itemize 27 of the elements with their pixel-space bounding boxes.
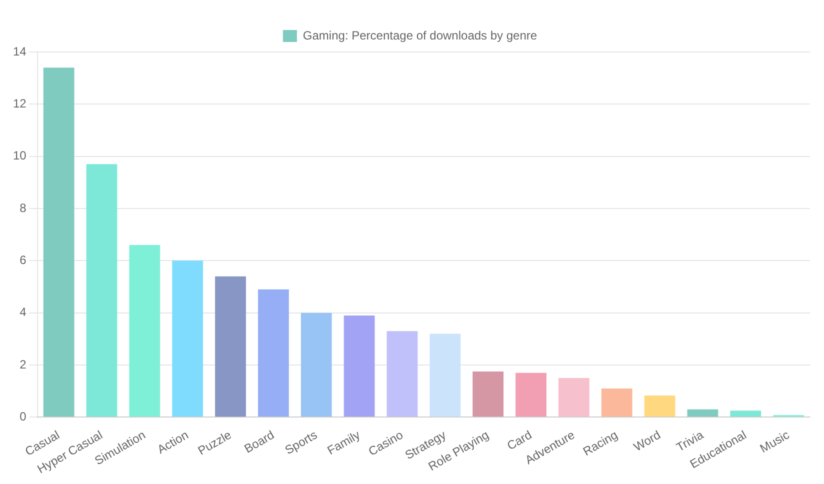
bar <box>43 68 74 417</box>
bar <box>601 388 632 417</box>
y-tick-label: 14 <box>12 44 27 58</box>
y-tick-label: 0 <box>20 409 27 424</box>
bar <box>86 164 118 417</box>
y-tick-label: 4 <box>20 305 27 320</box>
bar <box>258 289 289 417</box>
bar <box>129 245 160 417</box>
legend-label: Gaming: Percentage of downloads by genre <box>302 28 538 42</box>
bar <box>644 396 676 417</box>
bar <box>558 378 590 417</box>
bar <box>516 372 546 417</box>
y-tick-label: 2 <box>20 357 27 372</box>
bar <box>172 260 204 417</box>
y-tick-label: 8 <box>20 200 27 215</box>
bar <box>730 410 762 417</box>
bar <box>386 331 418 417</box>
bar <box>300 312 332 417</box>
y-tick-label: 10 <box>12 148 27 163</box>
bar <box>430 334 461 417</box>
y-tick-label: 12 <box>12 96 27 110</box>
bar <box>344 315 375 417</box>
bar <box>215 276 246 417</box>
bar <box>687 409 718 417</box>
y-tick-label: 6 <box>20 252 27 267</box>
bar <box>472 372 504 417</box>
x-tick-label: Music <box>758 428 792 456</box>
